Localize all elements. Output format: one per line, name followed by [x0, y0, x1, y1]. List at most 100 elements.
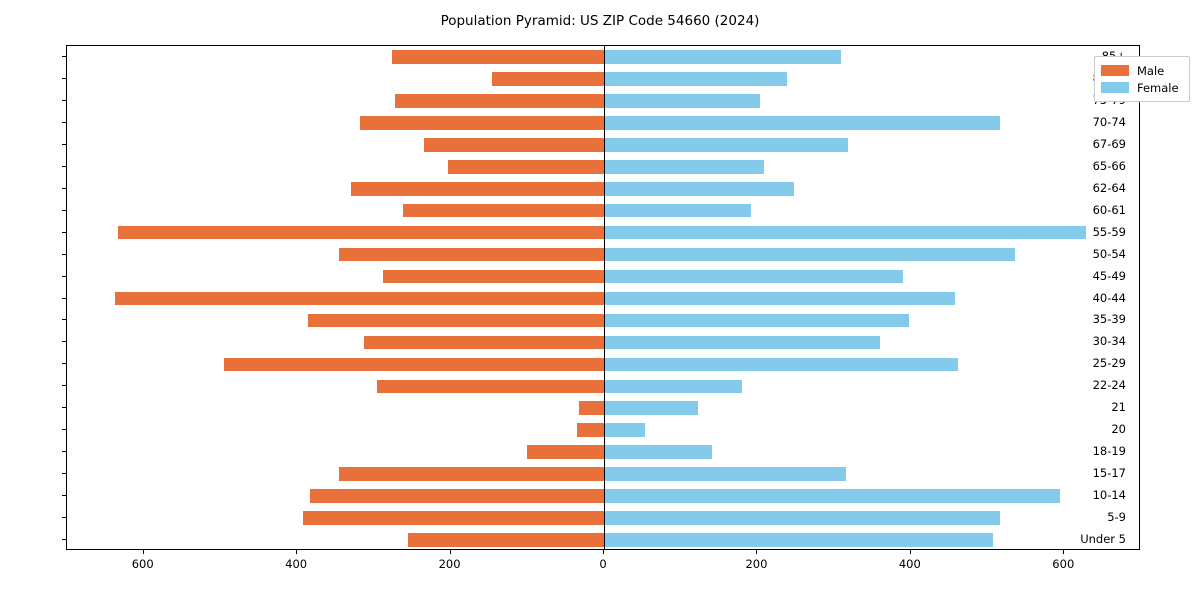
bar-male[interactable] — [491, 72, 604, 86]
bar-row — [67, 50, 1139, 64]
bar-male[interactable] — [310, 489, 604, 503]
y-tick-mark — [62, 451, 66, 453]
bar-row — [67, 335, 1139, 350]
bar-male[interactable] — [447, 159, 604, 174]
y-tick-mark — [62, 121, 66, 123]
bar-male[interactable] — [395, 94, 604, 108]
y-tick-label: 62-64 — [1092, 180, 1126, 195]
chart-title: Population Pyramid: US ZIP Code 54660 (2… — [440, 13, 760, 29]
bar-row — [67, 489, 1139, 503]
bar-female[interactable] — [604, 181, 795, 196]
bar-male[interactable] — [579, 401, 604, 416]
bar-row — [67, 423, 1139, 438]
bar-male[interactable] — [527, 445, 604, 459]
y-tick-mark — [62, 341, 66, 343]
bar-female[interactable] — [604, 247, 1016, 262]
y-tick-mark — [62, 143, 66, 145]
y-tick-mark — [62, 253, 66, 255]
x-tick-mark — [909, 550, 911, 554]
y-tick-label: 21 — [1111, 400, 1126, 415]
bar-female[interactable] — [604, 533, 993, 547]
bar-male[interactable] — [350, 181, 604, 196]
y-tick-mark — [62, 297, 66, 299]
bar-female[interactable] — [604, 269, 904, 284]
bar-female[interactable] — [604, 423, 645, 438]
bar-male[interactable] — [117, 225, 604, 240]
bar-male[interactable] — [423, 137, 604, 152]
bar-male[interactable] — [383, 269, 604, 284]
bar-female[interactable] — [604, 203, 751, 218]
bar-male[interactable] — [303, 511, 604, 525]
bar-male[interactable] — [408, 533, 604, 547]
bar-row — [67, 291, 1139, 306]
bar-female[interactable] — [604, 94, 761, 108]
bar-row — [67, 137, 1139, 152]
y-tick-label: 65-66 — [1092, 158, 1126, 173]
x-tick-mark — [756, 550, 758, 554]
bar-male[interactable] — [392, 50, 604, 64]
x-tick-label: 400 — [285, 557, 308, 571]
bar-female[interactable] — [604, 159, 764, 174]
bar-male[interactable] — [307, 313, 604, 328]
bar-female[interactable] — [604, 50, 842, 64]
y-tick-label: 30-34 — [1092, 334, 1126, 349]
bar-row — [67, 269, 1139, 284]
bar-male[interactable] — [115, 291, 604, 306]
x-tick-label: 600 — [131, 557, 154, 571]
bar-female[interactable] — [604, 225, 1086, 240]
x-tick-label: 600 — [1052, 557, 1075, 571]
plot-area — [66, 45, 1140, 550]
x-tick-label: 200 — [438, 557, 461, 571]
bar-row — [67, 94, 1139, 108]
bar-male[interactable] — [376, 379, 604, 394]
y-tick-label: 18-19 — [1092, 444, 1126, 459]
bar-female[interactable] — [604, 445, 713, 459]
y-tick-label: 60-61 — [1092, 202, 1126, 217]
bar-male[interactable] — [363, 335, 604, 350]
y-tick-mark — [62, 517, 66, 519]
bar-male[interactable] — [403, 203, 604, 218]
y-tick-label: 50-54 — [1092, 246, 1126, 261]
x-tick-mark — [1063, 550, 1065, 554]
bar-male[interactable] — [339, 467, 604, 481]
bar-female[interactable] — [604, 116, 1000, 130]
bar-row — [67, 401, 1139, 416]
legend-swatch-male-icon — [1101, 65, 1129, 76]
x-tick-mark — [449, 550, 451, 554]
y-tick-label: 25-29 — [1092, 356, 1126, 371]
bar-female[interactable] — [604, 379, 743, 394]
bar-row — [67, 225, 1139, 240]
bar-female[interactable] — [604, 489, 1060, 503]
x-tick-mark — [296, 550, 298, 554]
y-tick-label: 70-74 — [1092, 114, 1126, 129]
y-tick-mark — [62, 429, 66, 431]
bar-male[interactable] — [577, 423, 604, 438]
bar-row — [67, 203, 1139, 218]
y-tick-mark — [62, 77, 66, 79]
legend-item-male[interactable]: Male — [1101, 62, 1183, 79]
bar-female[interactable] — [604, 313, 910, 328]
bar-row — [67, 533, 1139, 547]
bar-female[interactable] — [604, 511, 1000, 525]
bar-female[interactable] — [604, 467, 847, 481]
x-tick-mark — [142, 550, 144, 554]
bar-female[interactable] — [604, 357, 958, 372]
bar-male[interactable] — [339, 247, 604, 262]
x-tick-mark — [603, 550, 604, 554]
bar-female[interactable] — [604, 137, 848, 152]
bar-female[interactable] — [604, 72, 788, 86]
bar-male[interactable] — [224, 357, 604, 372]
bar-female[interactable] — [604, 335, 881, 350]
bar-row — [67, 247, 1139, 262]
bar-female[interactable] — [604, 401, 699, 416]
bar-row — [67, 445, 1139, 459]
bar-male[interactable] — [360, 116, 604, 130]
y-tick-label: 22-24 — [1092, 378, 1126, 393]
bar-female[interactable] — [604, 291, 956, 306]
y-tick-mark — [62, 473, 66, 475]
legend-item-female[interactable]: Female — [1101, 79, 1183, 96]
y-tick-mark — [62, 495, 66, 497]
y-tick-mark — [62, 319, 66, 321]
legend-label-male: Male — [1137, 63, 1165, 78]
